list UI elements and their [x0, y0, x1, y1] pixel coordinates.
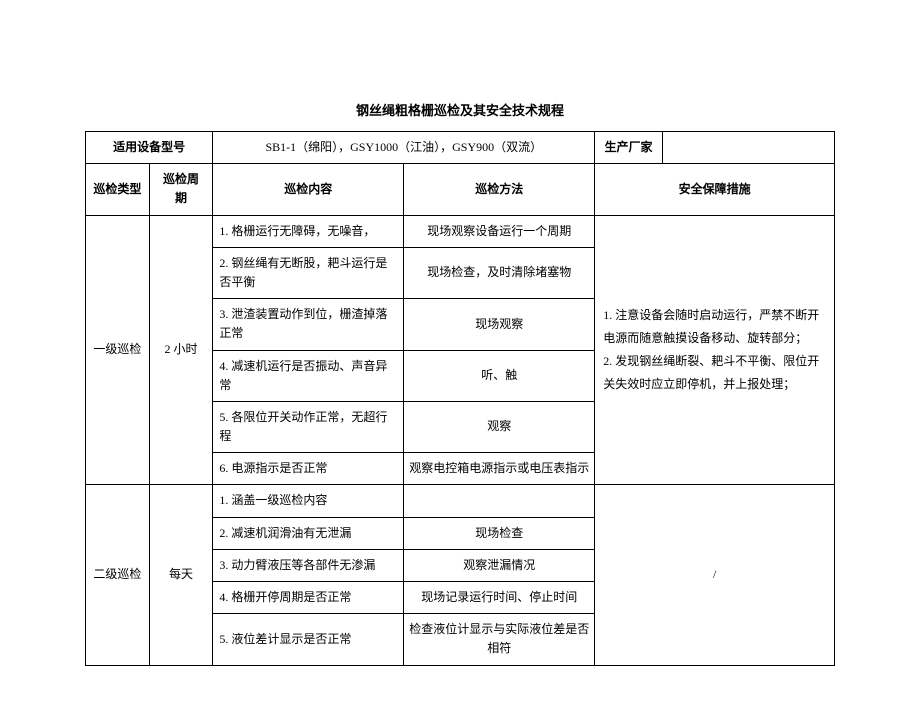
level2-content-2: 2. 减速机润滑油有无泄漏: [213, 517, 404, 549]
level1-content-3: 3. 泄渣装置动作到位，栅渣掉落正常: [213, 299, 404, 350]
table-row: 二级巡检 每天 1. 涵盖一级巡检内容 /: [86, 485, 835, 517]
level2-safety: /: [595, 485, 835, 665]
level1-period: 2 小时: [149, 215, 213, 485]
col-safety-header: 安全保障措施: [595, 164, 835, 215]
level2-method-5: 检查液位计显示与实际液位差是否相符: [404, 614, 595, 665]
level2-content-1: 1. 涵盖一级巡检内容: [213, 485, 404, 517]
level2-method-2: 现场检查: [404, 517, 595, 549]
level2-method-3: 观察泄漏情况: [404, 549, 595, 581]
model-label: 适用设备型号: [86, 132, 213, 164]
level1-safety: 1. 注意设备会随时启动运行，严禁不断开电源而随意触摸设备移动、旋转部分；2. …: [595, 215, 835, 485]
level2-method-4: 现场记录运行时间、停止时间: [404, 582, 595, 614]
level2-content-3: 3. 动力臂液压等各部件无渗漏: [213, 549, 404, 581]
manufacturer-label: 生产厂家: [595, 132, 662, 164]
level2-content-5: 5. 液位差计显示是否正常: [213, 614, 404, 665]
col-content-header: 巡检内容: [213, 164, 404, 215]
level1-content-5: 5. 各限位开关动作正常，无超行程: [213, 401, 404, 452]
col-type-header: 巡检类型: [86, 164, 150, 215]
level1-method-2: 现场检查，及时清除堵塞物: [404, 247, 595, 298]
level1-content-1: 1. 格栅运行无障碍，无噪音，: [213, 215, 404, 247]
level1-content-6: 6. 电源指示是否正常: [213, 453, 404, 485]
manufacturer-value: [662, 132, 834, 164]
level2-content-4: 4. 格栅开停周期是否正常: [213, 582, 404, 614]
level1-method-6: 观察电控箱电源指示或电压表指示: [404, 453, 595, 485]
inspection-table: 适用设备型号 SB1-1（绵阳），GSY1000（江油），GSY900（双流） …: [85, 131, 835, 666]
column-header-row: 巡检类型 巡检周期 巡检内容 巡检方法 安全保障措施: [86, 164, 835, 215]
col-method-header: 巡检方法: [404, 164, 595, 215]
level2-type: 二级巡检: [86, 485, 150, 665]
equipment-header-row: 适用设备型号 SB1-1（绵阳），GSY1000（江油），GSY900（双流） …: [86, 132, 835, 164]
model-value: SB1-1（绵阳），GSY1000（江油），GSY900（双流）: [213, 132, 595, 164]
level1-content-2: 2. 钢丝绳有无断股，耙斗运行是否平衡: [213, 247, 404, 298]
level1-method-5: 观察: [404, 401, 595, 452]
document-title: 钢丝绳粗格栅巡检及其安全技术规程: [85, 100, 835, 119]
level1-method-1: 现场观察设备运行一个周期: [404, 215, 595, 247]
level2-method-1: [404, 485, 595, 517]
level1-method-3: 现场观察: [404, 299, 595, 350]
level1-type: 一级巡检: [86, 215, 150, 485]
level1-method-4: 听、触: [404, 350, 595, 401]
col-period-header: 巡检周期: [149, 164, 213, 215]
table-row: 一级巡检 2 小时 1. 格栅运行无障碍，无噪音， 现场观察设备运行一个周期 1…: [86, 215, 835, 247]
level1-content-4: 4. 减速机运行是否振动、声音异常: [213, 350, 404, 401]
level2-period: 每天: [149, 485, 213, 665]
